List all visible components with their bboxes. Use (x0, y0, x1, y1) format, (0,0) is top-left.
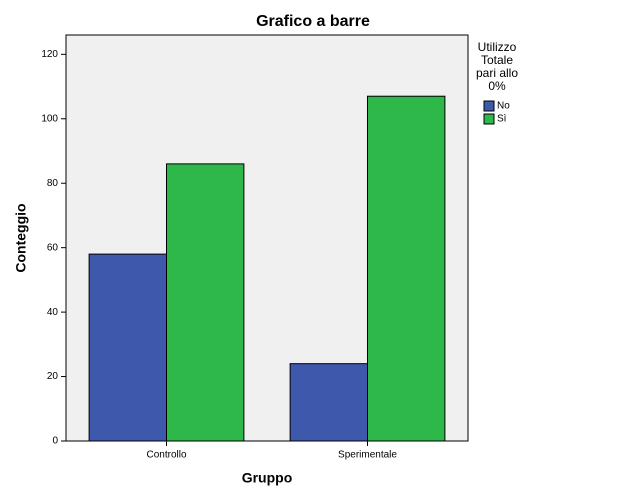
x-tick-label: Controllo (146, 450, 186, 461)
y-tick-label: 60 (47, 242, 59, 253)
legend-title: 0% (488, 79, 506, 93)
legend-swatch (483, 100, 495, 112)
x-axis-title: Gruppo (242, 470, 293, 486)
y-tick-label: 20 (47, 371, 59, 382)
bar (367, 95, 446, 442)
legend-label: No (497, 101, 510, 112)
legend-label: Sì (497, 114, 507, 125)
y-tick-label: 120 (41, 49, 58, 60)
y-tick-label: 100 (41, 113, 58, 124)
chart-title: Grafico a barre (256, 13, 370, 30)
legend-title: pari allo (476, 66, 518, 80)
y-tick-label: 80 (47, 178, 59, 189)
y-tick-label: 40 (47, 307, 59, 318)
legend-swatch (483, 113, 495, 125)
bar (289, 363, 368, 442)
legend-title: Totale (481, 53, 513, 67)
y-tick-label: 0 (52, 436, 58, 447)
y-axis-title: Conteggio (13, 203, 29, 272)
bar (88, 253, 167, 442)
legend-title: Utilizzo (478, 40, 517, 54)
x-tick-label: Sperimentale (338, 450, 397, 461)
bar (166, 163, 245, 442)
